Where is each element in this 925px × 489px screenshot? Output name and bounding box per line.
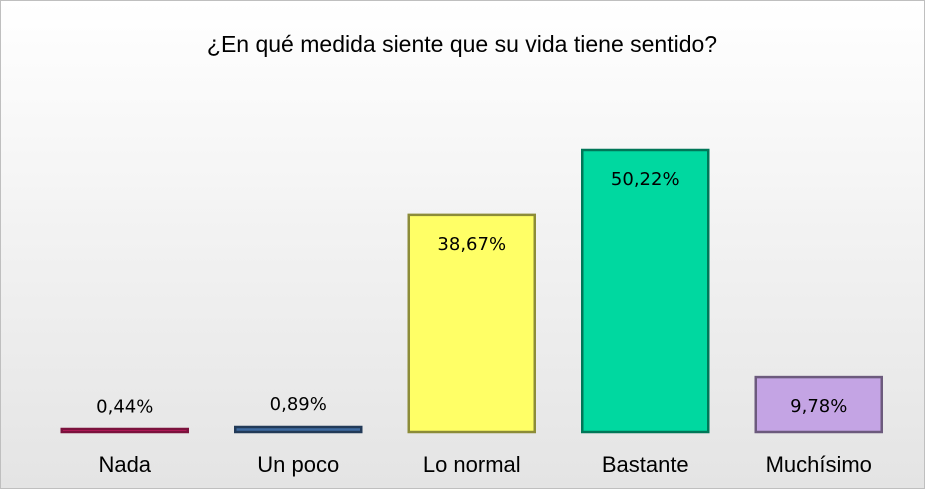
x-tick-label: Nada [98,452,151,477]
bar [754,375,883,434]
bar [407,213,536,434]
value-label: 0,44% [96,397,153,418]
chart-title: ¿En qué medida siente que su vida tiene … [207,31,717,57]
bar [581,148,710,434]
bar [234,425,363,434]
bar [60,427,189,434]
value-label: 50,22% [611,169,680,190]
x-tick-label: Bastante [602,452,689,477]
value-label: 9,78% [790,396,847,417]
value-label: 0,89% [270,394,327,415]
x-tick-label: Muchísimo [766,452,872,477]
value-label: 38,67% [437,234,506,255]
x-tick-label: Un poco [257,452,339,477]
x-tick-label: Lo normal [423,452,521,477]
